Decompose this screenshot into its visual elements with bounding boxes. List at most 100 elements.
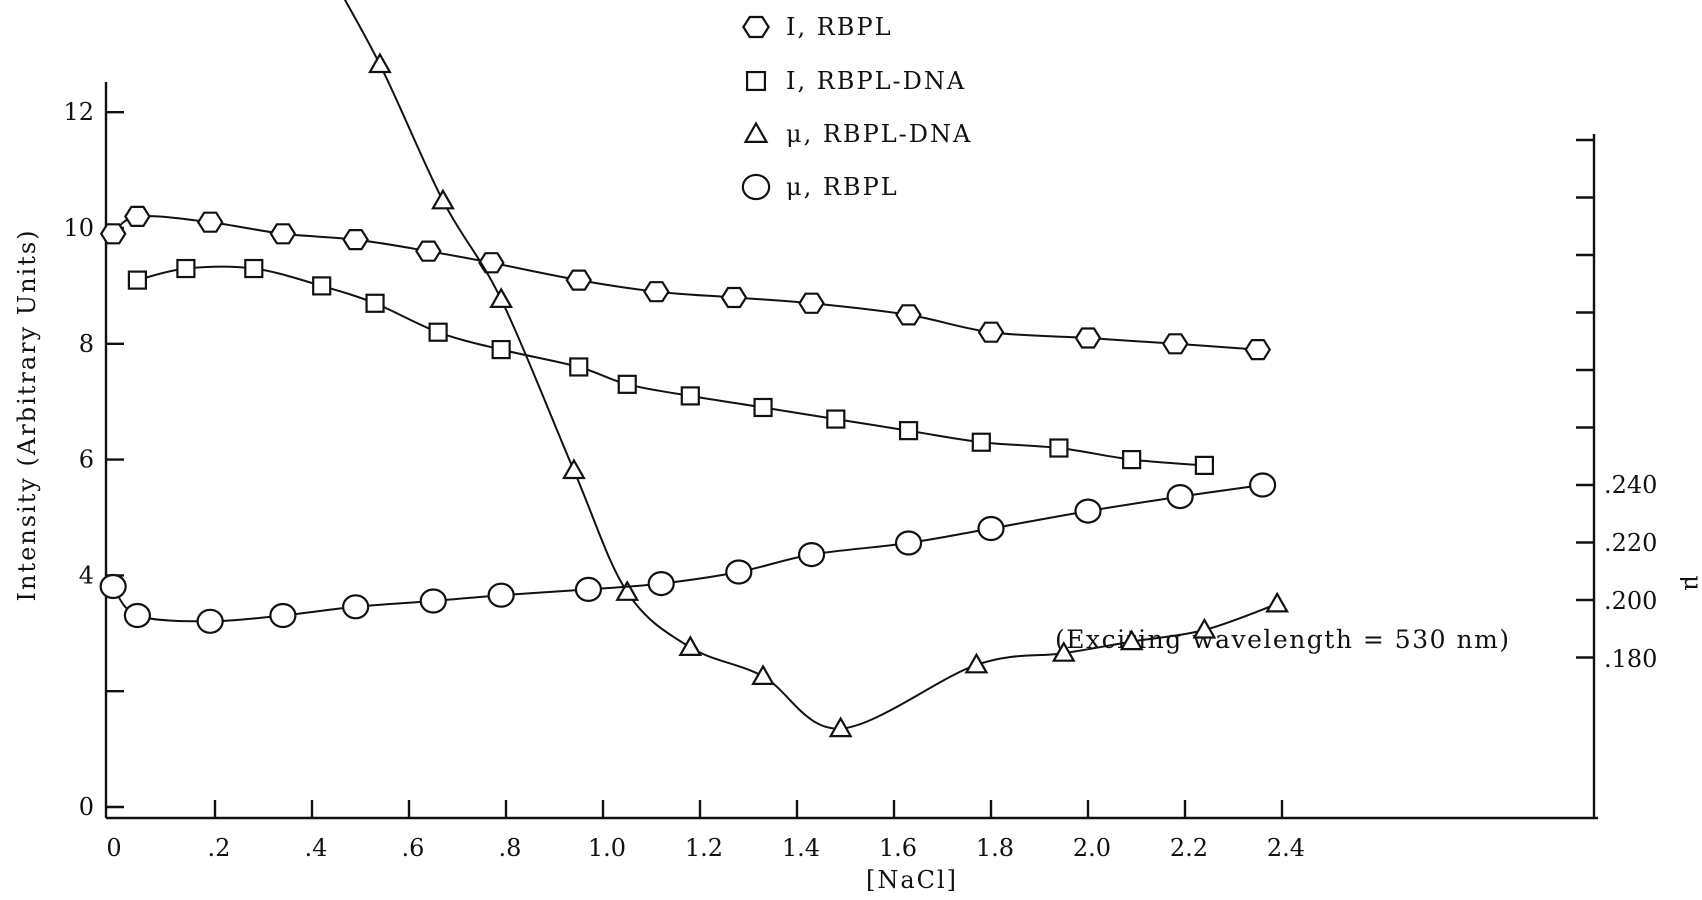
circle-marker [487,582,515,608]
square-marker [428,322,448,342]
series-square [127,258,1215,475]
series-layer [99,0,1290,738]
left-y-tick-label: 6 [79,446,94,474]
left-y-tick-label: 8 [79,330,94,358]
hexagon-marker [196,211,224,233]
hexagon-marker [720,286,748,309]
x-tick-label: 2.2 [1170,834,1208,862]
right-y-tick-label: .240 [1604,471,1657,499]
x-tick-label: .2 [208,834,231,862]
circle-marker [1074,498,1102,524]
square-marker [753,397,773,418]
series-line-triangle [343,0,1278,730]
triangle-marker [368,52,392,74]
right-y-tick-label: .180 [1604,645,1657,673]
square-marker [898,421,919,441]
square-marker [312,276,332,296]
x-tick-label: 0 [106,834,121,862]
triangle-marker [431,188,455,210]
legend-circle-icon [741,173,771,201]
x-tick-label: .4 [305,834,328,862]
right-y-tick-label: .220 [1604,529,1657,557]
legend-hexagon-icon [742,15,770,39]
axes [104,82,1598,820]
x-tick-label: .6 [402,834,425,862]
right-y-ticks: .180 .200 .220 .240 [1576,138,1657,673]
circle-marker [419,588,447,614]
left-y-tick-label: 4 [79,561,94,589]
x-tick-label: 1.6 [879,834,917,862]
hexagon-marker [124,205,151,227]
hexagon-marker [977,321,1005,343]
triangle-marker [562,458,586,480]
triangle-marker [489,287,514,308]
legend-label: μ, RBPL [786,173,899,201]
x-tick-label: 2.0 [1073,834,1111,862]
triangle-marker [1265,591,1290,613]
square-marker [1194,455,1215,475]
hexagon-marker [99,223,127,245]
square-marker [127,270,147,290]
series-line-circle [112,484,1263,623]
hexagon-marker [415,240,442,262]
x-tick-label: 1.0 [588,834,626,862]
hexagon-marker [565,269,593,291]
circle-marker [1166,484,1194,510]
triangle-marker [828,716,853,738]
square-marker [1049,438,1069,458]
x-tick-label: 1.4 [782,834,820,862]
square-marker [971,432,991,452]
series-line-square [137,265,1205,467]
triangle-marker [751,664,775,686]
square-marker [680,386,700,406]
x-tick-label: .8 [499,834,522,862]
triangle-marker [678,635,703,657]
legend-label: μ, RBPL-DNA [786,120,972,148]
square-marker [617,374,637,394]
y-axis-title: Intensity (Arbitrary Units) [13,228,41,601]
circle-marker [574,576,603,603]
legend-label: I, RBPL-DNA [786,67,966,95]
square-marker [826,409,846,429]
circle-marker [797,541,826,568]
circle-marker [725,559,753,585]
square-marker [1122,450,1142,470]
hexagon-marker [1161,333,1189,355]
left-y-ticks: 0 4 6 8 10 12 [63,98,124,821]
circle-marker [977,515,1005,542]
hexagon-marker [269,223,297,245]
legend-square-icon [745,70,767,92]
hexagon-marker [798,292,825,314]
hexagon-marker [895,304,922,326]
legend-label: I, RBPL [786,13,893,41]
x-axis-title: [NaCl] [866,866,958,894]
series-triangle [343,0,1290,738]
x-tick-label: 2.4 [1267,834,1305,862]
hexagon-marker [342,229,369,251]
circle-marker [894,530,923,556]
square-marker [176,258,196,279]
x-tick-label: 1.8 [976,834,1014,862]
hexagon-marker [1244,339,1272,361]
triangle-marker [1119,629,1144,651]
circle-marker [196,608,224,634]
hexagon-marker [643,281,670,303]
legend: I, RBPL I, RBPL-DNA μ, RBPL-DNA μ, RBPL [741,13,972,201]
y2-axis-title: μ [1679,575,1702,593]
series-line-hexagon [112,215,1258,351]
series-circle [99,472,1277,634]
triangle-marker [1192,617,1217,639]
square-marker [569,357,589,377]
circle-marker [1248,472,1277,498]
triangle-marker [1051,640,1076,662]
legend-triangle-icon [743,121,769,143]
triangle-marker [615,580,640,601]
circle-marker [342,594,370,620]
circle-marker [647,570,675,597]
hexagon-marker [478,252,505,274]
circle-marker [123,602,151,629]
hexagon-marker [1074,327,1102,349]
x-ticks: 0 .2 .4 .6 .8 1.0 1.2 1.4 1.6 1.8 2.0 2.2 2.4 [106,800,1305,862]
left-y-tick-label: 0 [79,793,94,821]
